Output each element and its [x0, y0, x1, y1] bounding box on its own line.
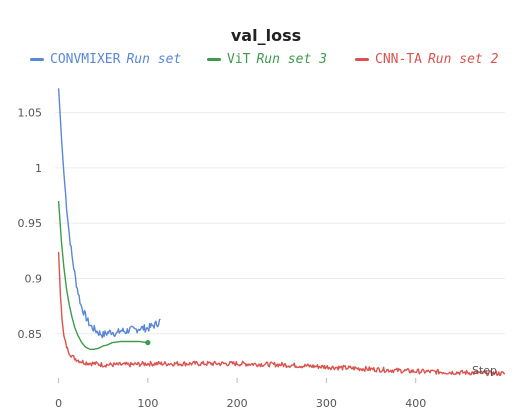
x-tick-label: 100 — [137, 397, 158, 410]
legend-item-cnn-ta[interactable]: CNN-TA Run set 2 — [355, 52, 498, 67]
legend-item-convmixer[interactable]: CONVMIXER Run set — [30, 52, 181, 67]
legend-series-name: CONVMIXER — [50, 52, 121, 67]
legend: CONVMIXER Run set ViT Run set 3 CNN-TA R… — [30, 52, 530, 70]
legend-run-name: Run set — [126, 52, 182, 67]
legend-run-name: Run set 2 — [427, 52, 499, 67]
series-line-convmixer — [57, 88, 161, 339]
x-axis-label: Step — [472, 364, 497, 377]
legend-item-vit[interactable]: ViT Run set 3 — [207, 52, 327, 67]
y-tick-label: 1.05 — [18, 107, 43, 120]
legend-run-name: Run set 3 — [256, 52, 327, 67]
y-tick-label: 0.95 — [18, 217, 43, 230]
series-end-marker-vit — [145, 340, 151, 346]
chart-title: val_loss — [230, 26, 302, 45]
series-line-cnn-ta — [57, 251, 506, 377]
x-tick-label: 200 — [227, 397, 248, 410]
legend-swatch-vit — [207, 58, 221, 61]
x-tick-label: 300 — [316, 397, 337, 410]
legend-series-name: CNN-TA — [375, 52, 422, 67]
x-tick-label: 400 — [405, 397, 426, 410]
y-tick-label: 0.9 — [25, 272, 43, 285]
y-tick-label: 1 — [35, 162, 42, 175]
legend-swatch-cnn-ta — [355, 58, 369, 61]
series-line-vit — [57, 201, 148, 350]
y-tick-label: 0.85 — [18, 328, 43, 341]
legend-series-name: ViT — [227, 52, 251, 67]
legend-swatch-convmixer — [30, 58, 44, 61]
x-tick-label: 0 — [55, 397, 62, 410]
